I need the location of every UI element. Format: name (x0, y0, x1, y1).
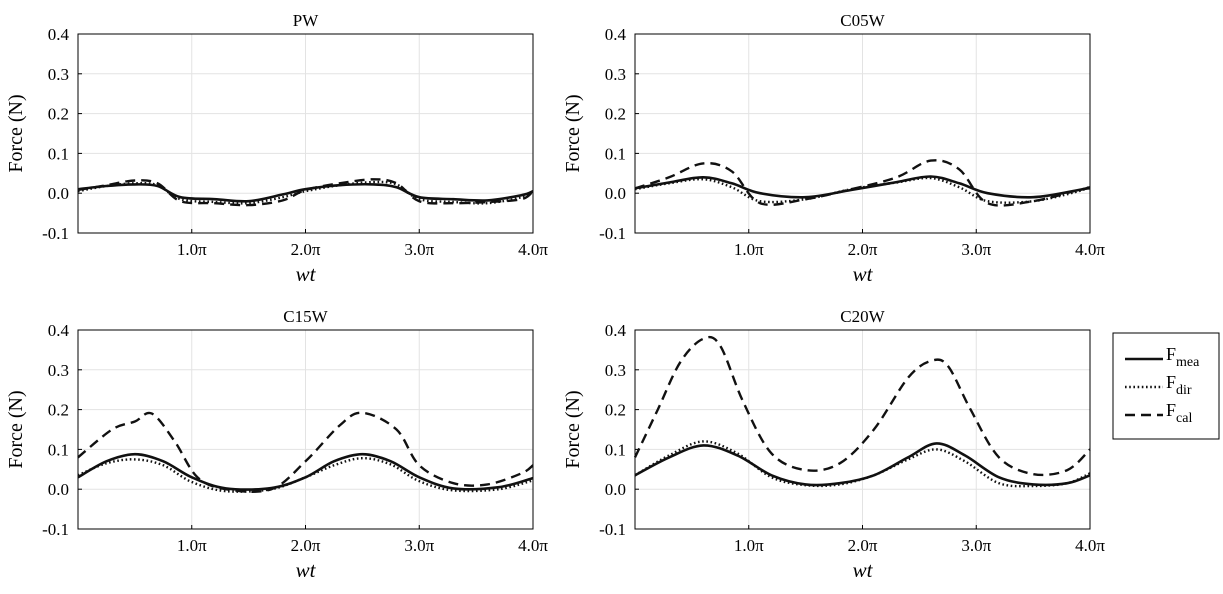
legend-label-mea: Fmea (1166, 344, 1200, 370)
x-tick-label: 2.0π (848, 536, 878, 555)
x-tick-label: 4.0π (518, 240, 548, 259)
y-tick-label: 0.0 (605, 480, 626, 499)
y-tick-label: 0.4 (605, 321, 627, 340)
y-tick-label: 0.2 (605, 105, 626, 124)
x-tick-label: 3.0π (961, 536, 991, 555)
y-tick-label: 0.0 (48, 480, 69, 499)
legend-label-cal: Fcal (1166, 400, 1192, 426)
subplot-pw: PW 0.4 0.3 0.2 0.1 0.0 -0.1 1.0π 2.0π 3.0π 4.0π wt F… (5, 11, 548, 286)
y-tick-label: 0.2 (48, 105, 69, 124)
series-line-f-dir (77, 456, 534, 493)
series-line-f-cal (77, 411, 534, 493)
x-tick-label: 2.0π (291, 536, 321, 555)
series-line-f-mea (77, 182, 534, 203)
y-tick-label: 0.3 (48, 65, 69, 84)
series-line-f-cal (633, 335, 1091, 477)
x-tick-label: 3.0π (961, 240, 991, 259)
x-axis-label: wt (853, 262, 874, 286)
series-line-f-mea (634, 175, 1091, 199)
y-axis-label: Force (N) (5, 390, 27, 468)
series-line-f-cal (77, 178, 534, 207)
x-tick-label: 1.0π (734, 536, 764, 555)
subplot-title: C05W (840, 11, 885, 30)
y-tick-label: 0.3 (605, 361, 626, 380)
y-tick-label: 0.1 (605, 144, 626, 163)
subplot-title: C20W (840, 307, 885, 326)
y-tick-label: 0.0 (605, 184, 626, 203)
y-axis-label: Force (N) (562, 94, 584, 172)
series-line-f-dir (634, 176, 1091, 204)
y-tick-label: 0.1 (48, 144, 69, 163)
series-line-f-mea (634, 442, 1091, 487)
series-line-f-mea (77, 452, 534, 491)
x-tick-label: 4.0π (1075, 536, 1105, 555)
y-tick-label: 0.3 (605, 65, 626, 84)
x-tick-label: 2.0π (291, 240, 321, 259)
legend-label-dir: Fdir (1166, 372, 1192, 398)
x-tick-label: 1.0π (734, 240, 764, 259)
x-axis-label: wt (296, 558, 317, 582)
x-tick-label: 1.0π (177, 240, 207, 259)
subplot-c15w: C15W 0.4 0.3 0.2 0.1 0.0 -0.1 1.0π 2.0π 3.0π 4.0π w… (5, 307, 548, 582)
y-tick-label: -0.1 (599, 224, 626, 243)
x-tick-label: 1.0π (177, 536, 207, 555)
y-axis-label: Force (N) (562, 390, 584, 468)
x-tick-label: 2.0π (848, 240, 878, 259)
subplot-title: PW (293, 11, 319, 30)
series-line-f-cal (634, 159, 1091, 207)
y-tick-label: 0.4 (48, 25, 70, 44)
x-axis-label: wt (853, 558, 874, 582)
y-tick-label: -0.1 (599, 520, 626, 539)
y-tick-label: 0.3 (48, 361, 69, 380)
subplot-c20w: C20W 0.4 0.3 0.2 0.1 0.0 -0.1 1.0π 2.0π 3.0π 4.0π w… (562, 307, 1105, 582)
subplot-title: C15W (283, 307, 328, 326)
x-tick-label: 4.0π (518, 536, 548, 555)
y-tick-label: 0.0 (48, 184, 69, 203)
y-tick-label: -0.1 (42, 520, 69, 539)
y-tick-label: 0.2 (48, 401, 69, 420)
x-tick-label: 4.0π (1075, 240, 1105, 259)
subplot-c05w: C05W 0.4 0.3 0.2 0.1 0.0 -0.1 1.0π 2.0π 3.0π 4.0π w… (562, 11, 1105, 286)
x-axis-label: wt (296, 262, 317, 286)
y-tick-label: 0.4 (605, 25, 627, 44)
y-tick-label: 0.1 (605, 440, 626, 459)
y-tick-label: 0.4 (48, 321, 70, 340)
y-axis-label: Force (N) (5, 94, 27, 172)
y-tick-label: -0.1 (42, 224, 69, 243)
x-tick-label: 3.0π (404, 240, 434, 259)
y-tick-label: 0.1 (48, 440, 69, 459)
x-tick-label: 3.0π (404, 536, 434, 555)
y-tick-label: 0.2 (605, 401, 626, 420)
